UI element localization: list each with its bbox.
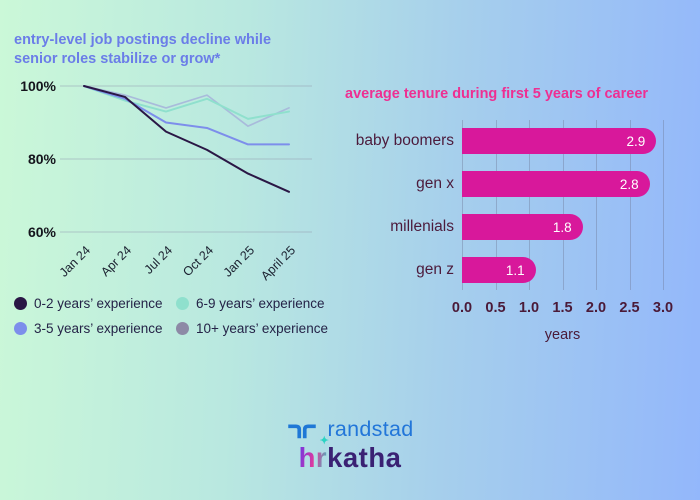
x-axis-tick-label: Jan 24 (57, 243, 93, 279)
vertical-gridline (629, 120, 631, 290)
bar-track: 2.8 (462, 171, 663, 197)
y-axis-tick-label: 80% (28, 151, 57, 167)
vertical-gridline (663, 120, 664, 290)
footer-logos: randstad hrkatha ✦ (0, 417, 700, 473)
bar-row: baby boomers 2.9 (345, 128, 695, 154)
hrkatha-logo: hrkatha ✦ (298, 435, 402, 473)
bar-row: gen z 1.1 (345, 257, 695, 283)
bar-value-label: 2.8 (619, 176, 639, 192)
bar-track: 1.1 (462, 257, 663, 283)
x-axis-tick-label: April 25 (258, 243, 298, 283)
x-axis-tick-label: Apr 24 (98, 243, 134, 279)
legend-dot-icon (176, 297, 189, 310)
line-chart-legend: 0-2 years’ experience 3-5 years’ experien… (14, 296, 374, 336)
vertical-gridline (462, 120, 463, 290)
bar-plot: baby boomers 2.9 gen x 2.8 millenials 1.8 gen … (345, 120, 695, 290)
hrkatha-katha-text: katha (327, 442, 402, 473)
bar-row: gen x 2.8 (345, 171, 695, 197)
bar-rows: baby boomers 2.9 gen x 2.8 millenials 1.8 gen … (345, 128, 695, 283)
bar-category-label: baby boomers (355, 132, 454, 149)
bar-value-label: 1.8 (552, 219, 572, 235)
vertical-gridline (596, 120, 597, 290)
legend-item: 10+ years’ experience (176, 321, 374, 336)
vertical-gridline (529, 120, 530, 290)
legend-item: 3-5 years’ experience (14, 321, 176, 336)
x-axis-tick-label: 0.5 (485, 300, 506, 316)
line-chart-title-line1: entry-level job postings decline while (14, 32, 272, 48)
y-axis-tick-label: 100% (20, 78, 56, 94)
legend-dot-icon (176, 322, 189, 335)
bar-track: 1.8 (462, 214, 663, 240)
legend-dot-icon (14, 297, 27, 310)
x-axis-tick-label: 3.0 (652, 300, 674, 316)
legend-item: 6-9 years’ experience (176, 296, 374, 311)
x-axis-tick-label: Jan 25 (221, 243, 257, 279)
line-series (83, 85, 290, 146)
hrkatha-hr-text: hr (298, 442, 328, 473)
bar-category-label: gen z (416, 261, 454, 278)
line-chart-title: entry-level job postings decline while s… (14, 31, 271, 69)
x-axis-tick-label: Jul 24 (142, 243, 176, 277)
bar: 2.8 (462, 171, 650, 197)
line-series (83, 85, 290, 128)
legend-item: 0-2 years’ experience (14, 296, 176, 311)
vertical-gridline (562, 120, 564, 290)
bar-x-axis-label: years (544, 327, 581, 343)
bar-x-axis-ticks: 0.0 0.5 1.0 1.5 2.0 2.5 3.0 (452, 300, 673, 316)
randstad-symbol-icon (288, 424, 317, 438)
bar-chart-title: average tenure during first 5 years of c… (345, 86, 649, 102)
line-chart: 100% 80% 60%Jan 24 Apr 24 Jul 24 Oct 24 Jan 25… (20, 78, 312, 283)
x-axis-tick-label: 1.5 (552, 300, 573, 316)
x-axis-tick-label: Oct 24 (180, 243, 216, 279)
x-axis-tick-label: 1.0 (518, 300, 540, 316)
bar-value-label: 1.1 (505, 262, 525, 278)
x-axis-tick-label: 2.5 (619, 300, 640, 316)
randstad-logo: randstad (286, 417, 413, 442)
bar-row: millenials 1.8 (345, 214, 695, 240)
bar-value-label: 2.9 (626, 133, 646, 149)
x-axis-tick-label: 0.0 (451, 300, 473, 316)
sparkle-icon: ✦ (319, 435, 330, 447)
line-series (83, 85, 290, 193)
bar-chart: average tenure during first 5 years of c… (345, 86, 695, 343)
legend-label: 6-9 years’ experience (196, 296, 325, 311)
bar: 2.9 (462, 128, 657, 154)
bar-category-label: gen x (416, 175, 454, 192)
vertical-gridline (495, 120, 497, 290)
bar: 1.1 (462, 257, 536, 283)
y-axis-tick-label: 60% (28, 224, 57, 240)
legend-label: 3-5 years’ experience (34, 321, 163, 336)
legend-label: 10+ years’ experience (196, 321, 328, 336)
legend-label: 0-2 years’ experience (34, 296, 163, 311)
legend-dot-icon (14, 322, 27, 335)
randstad-wordmark: randstad (327, 417, 414, 441)
bar-track: 2.9 (462, 128, 663, 154)
line-chart-title-line2: senior roles stabilize or grow* (14, 51, 221, 68)
x-axis-tick-label: 2.0 (585, 300, 607, 316)
line-series (83, 85, 290, 120)
bar-category-label: millenials (390, 218, 454, 235)
bar: 1.8 (462, 214, 583, 240)
bar-gridlines (462, 120, 664, 290)
